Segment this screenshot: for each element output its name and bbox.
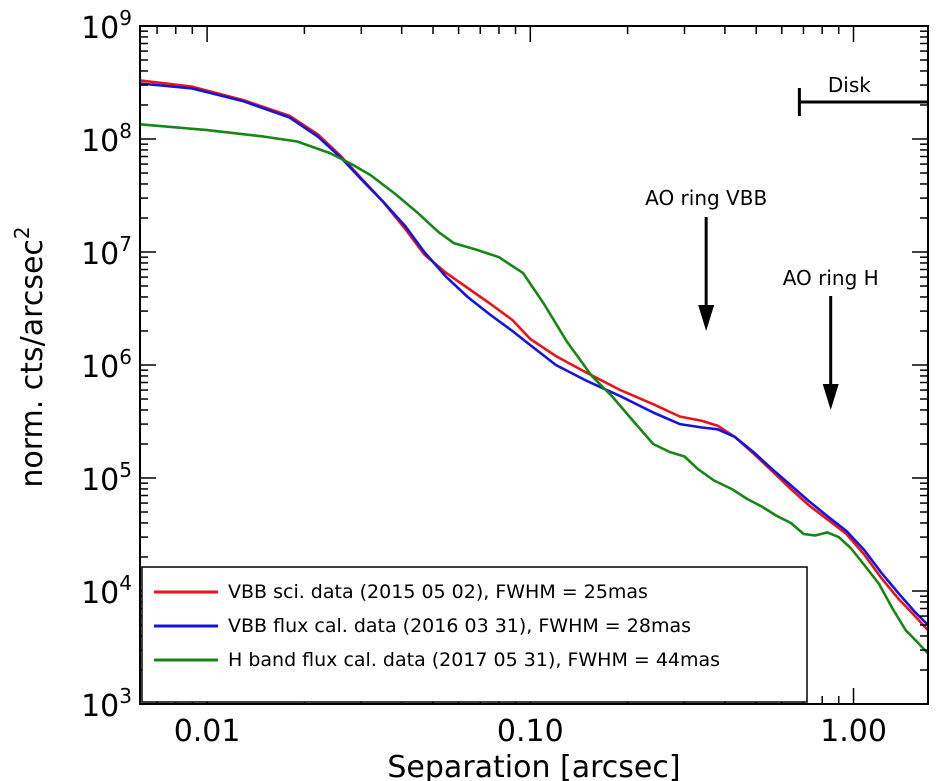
y-tick-label: 105: [81, 458, 132, 498]
x-tick-labels: 0.01 0.10 1.00: [174, 714, 887, 749]
y-tick-label: 103: [81, 684, 132, 724]
y-tick-label: 107: [81, 232, 132, 272]
y-tick-label: 108: [81, 119, 132, 159]
disk-label: Disk: [828, 73, 871, 97]
x-tick-label: 0.01: [174, 714, 241, 749]
x-axis-title: Separation [arcsec]: [387, 750, 680, 781]
legend: VBB sci. data (2015 05 02), FWHM = 25mas…: [141, 566, 808, 703]
annotation-layer: AO ring VBB AO ring H Disk: [645, 73, 928, 410]
y-tick-label: 109: [81, 6, 132, 46]
legend-entry: VBB flux cal. data (2016 03 31), FWHM = …: [228, 615, 691, 637]
y-tick-labels: 103 104 105 106 107 108 109: [81, 6, 132, 724]
x-tick-label: 0.10: [497, 714, 564, 749]
x-tick-label: 1.00: [820, 714, 887, 749]
arrow-ao-ring-h-head: [822, 383, 839, 410]
series-line: [139, 123, 929, 655]
annotation-ao-ring-h: AO ring H: [783, 266, 879, 290]
legend-entry: VBB sci. data (2015 05 02), FWHM = 25mas: [228, 581, 648, 603]
plot-lines: [139, 79, 929, 655]
legend-box: [141, 566, 808, 703]
y-axis-title: norm. cts/arcsec2: [10, 226, 50, 487]
annotation-ao-ring-vbb: AO ring VBB: [645, 186, 767, 210]
legend-entry: H band flux cal. data (2017 05 31), FWHM…: [228, 649, 720, 671]
y-tick-label: 106: [81, 345, 132, 385]
y-tick-label: 104: [81, 571, 132, 611]
series-line: [139, 82, 929, 626]
arrow-ao-ring-vbb-head: [698, 304, 715, 331]
series-line: [139, 79, 929, 632]
